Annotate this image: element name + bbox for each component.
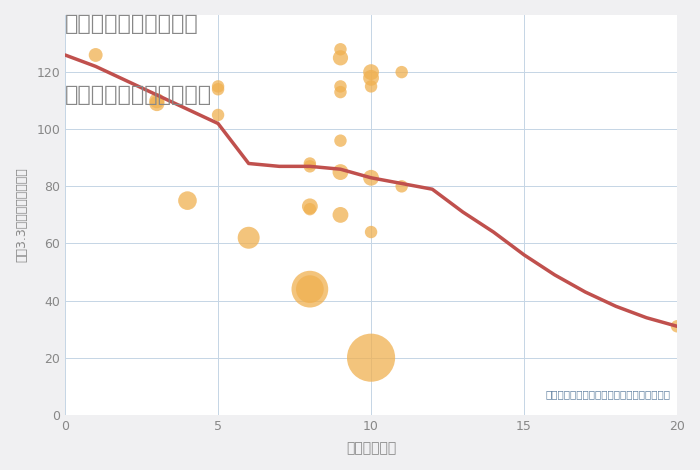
Point (335, 88, 346, 96)
Point (335, 46, 346, 53)
Point (213, 86, 224, 93)
Point (365, 68, 377, 76)
Point (396, 182, 407, 190)
Text: 埼玉県川口市新井宿の: 埼玉県川口市新井宿の (65, 14, 199, 34)
Text: 円の大きさは、取引のあった物件面積を示す: 円の大きさは、取引のあった物件面積を示す (546, 389, 671, 399)
Point (213, 83, 224, 90)
Point (671, 322, 682, 330)
Point (151, 100, 162, 107)
Point (243, 234, 254, 242)
Point (182, 197, 193, 204)
Point (396, 68, 407, 76)
Point (151, 97, 162, 104)
Point (335, 54, 346, 62)
Y-axis label: 坪（3.3㎡）単価（万円）: 坪（3.3㎡）単価（万円） (15, 167, 28, 262)
Point (213, 111, 224, 119)
Point (335, 83, 346, 90)
Point (335, 137, 346, 144)
Point (304, 160, 316, 167)
Point (304, 285, 316, 293)
Point (335, 211, 346, 219)
Point (365, 74, 377, 82)
Point (365, 83, 377, 90)
X-axis label: 駅距離（分）: 駅距離（分） (346, 441, 396, 455)
Point (365, 354, 377, 361)
Point (304, 205, 316, 213)
Point (304, 163, 316, 170)
Point (365, 174, 377, 181)
Point (90, 51, 101, 59)
Text: 駅距離別中古戸建て価格: 駅距離別中古戸建て価格 (65, 85, 212, 105)
Point (365, 228, 377, 236)
Point (335, 168, 346, 176)
Point (304, 203, 316, 210)
Point (304, 285, 316, 293)
